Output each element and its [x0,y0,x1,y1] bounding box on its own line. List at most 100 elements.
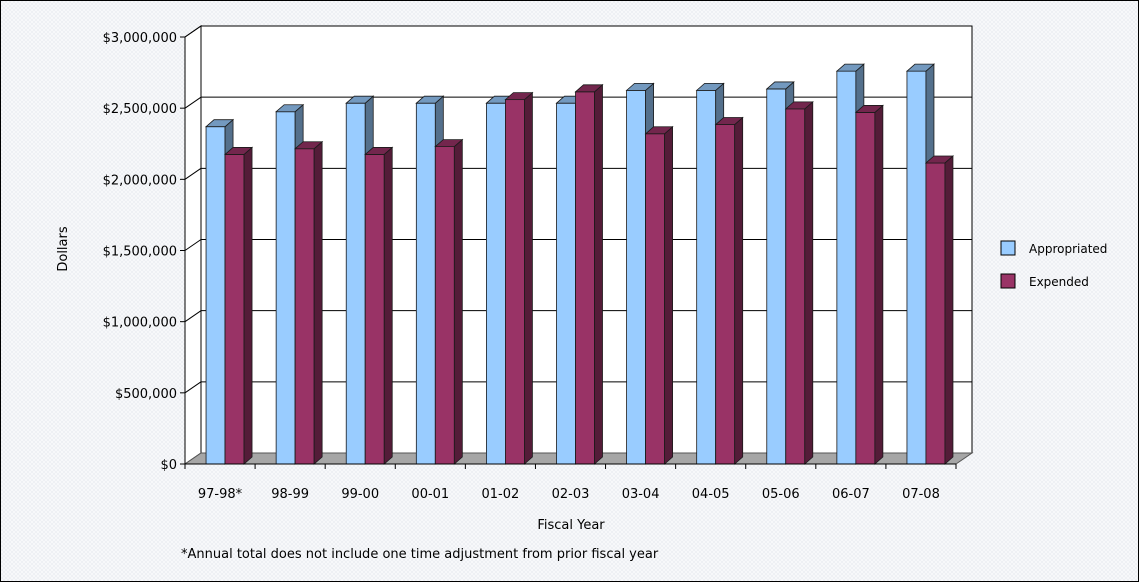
bar-expended [434,138,464,465]
bar-appropriated-front [906,70,927,465]
bar-appropriated-top [695,82,725,91]
axes: $0 $500,000 $1,000,000 $1,500,000 $2,000,000… [103,31,957,502]
gridline-side [184,239,202,251]
bar-appropriated-front [205,126,226,465]
bar-expended-side [383,146,393,465]
x-tick-label: 00-01 [411,487,449,502]
x-tick-label: 06-07 [832,487,870,502]
bar-appropriated-front [626,89,646,465]
bar-expended-top [574,84,604,93]
legend-item: Appropriated [1000,240,1107,256]
bar-appropriated-top [204,119,235,128]
bar-appropriated-top [905,63,936,72]
bar-expended-top [364,147,394,155]
x-tick-label: 99-00 [341,487,379,502]
bar-appropriated-front [836,70,857,465]
bar-expended-side [664,125,673,465]
bar-expended [364,146,394,465]
bar-expended-front [505,99,525,465]
y-tick-label: $500,000 [115,387,177,402]
bar-appropriated-front [556,102,576,465]
bar-expended [294,140,324,465]
bar-appropriated-top [415,95,445,104]
bar-expended [854,104,884,465]
bar-expended-front [364,154,385,465]
y-tick-label: $3,000,000 [103,31,177,46]
y-tick-label: $1,500,000 [103,245,177,260]
bar-expended-top [644,126,674,135]
bar-expended-top [294,141,324,150]
gridline-side [184,310,202,323]
y-tick-label: $2,500,000 [103,102,177,117]
bar-appropriated-top [835,63,865,72]
x-tick-label: 03-04 [622,487,660,502]
bar-expended-side [944,155,954,465]
bar-expended-front [785,108,806,465]
bar-expended-top [854,105,884,113]
bar-expended-side [594,83,603,465]
y-tick-label: $1,000,000 [103,316,177,331]
bar-appropriated-top [625,82,655,91]
bar-expended [924,155,955,465]
bar-expended-top [223,147,254,155]
legend-item: Expended [1000,273,1089,289]
x-axis-title: Fiscal Year [537,518,605,533]
bar-expended-side [734,116,744,465]
bar-expended-top [504,92,534,101]
bar-expended-front [645,133,665,465]
bar-expended-front [294,148,315,465]
bar-appropriated-top [765,81,795,90]
footnote: *Annual total does not include one time … [181,547,659,562]
bar-expended-side [453,138,463,465]
bar-expended-side [804,100,814,465]
bar-appropriated-front [275,111,296,465]
bar-expended-top [784,101,814,110]
y-axis-title: Dollars [56,226,71,271]
y-tick-label: $2,000,000 [103,173,177,188]
legend-swatch [1000,273,1016,289]
bar-expended-top [714,117,744,125]
bar-expended-front [715,124,736,465]
x-tick-label: 05-06 [762,487,800,502]
bar-expended [644,125,674,465]
legend-label: Expended [1029,275,1089,289]
bar-expended-side [313,140,323,465]
bar-expended-front [434,146,455,465]
x-tick-label: 07-08 [902,487,940,502]
legend: Appropriated Expended [1000,240,1107,289]
bar-expended-side [524,91,533,465]
bar-expended-top [924,155,955,164]
bar-expended [574,83,604,465]
gridline-side [184,381,202,394]
bar-appropriated-front [766,88,787,465]
bar-expended-side [874,104,884,465]
bar-appropriated-front [486,102,506,465]
bar-expended [504,91,534,465]
bar-expended [714,116,744,465]
x-tick-label: 02-03 [552,487,590,502]
bar-appropriated-front [345,102,366,465]
x-tick-label: 97-98* [198,487,243,502]
bar-appropriated-top [345,95,375,104]
y-tick-label: $0 [160,458,177,473]
bar-appropriated-front [415,102,436,465]
bar-appropriated-front [696,89,717,465]
bar-expended-side [243,146,253,465]
bar-expended [784,100,814,465]
gridline-side [184,167,202,180]
bar-expended-top [434,139,464,147]
bar-appropriated-top [275,104,305,113]
bars [204,63,955,465]
bar-expended [223,146,254,465]
bar-expended-front [224,154,245,465]
gridline-side [184,96,202,109]
bar-expended-front [855,112,876,465]
x-tick-label: 01-02 [482,487,520,502]
x-tick-label: 04-05 [692,487,730,502]
bar-expended-front [575,91,595,465]
bar-chart: $0 $500,000 $1,000,000 $1,500,000 $2,000,000… [56,25,1107,562]
bar-expended-front [925,162,946,465]
x-tick-label: 98-99 [271,487,309,502]
legend-swatch [1000,240,1016,256]
